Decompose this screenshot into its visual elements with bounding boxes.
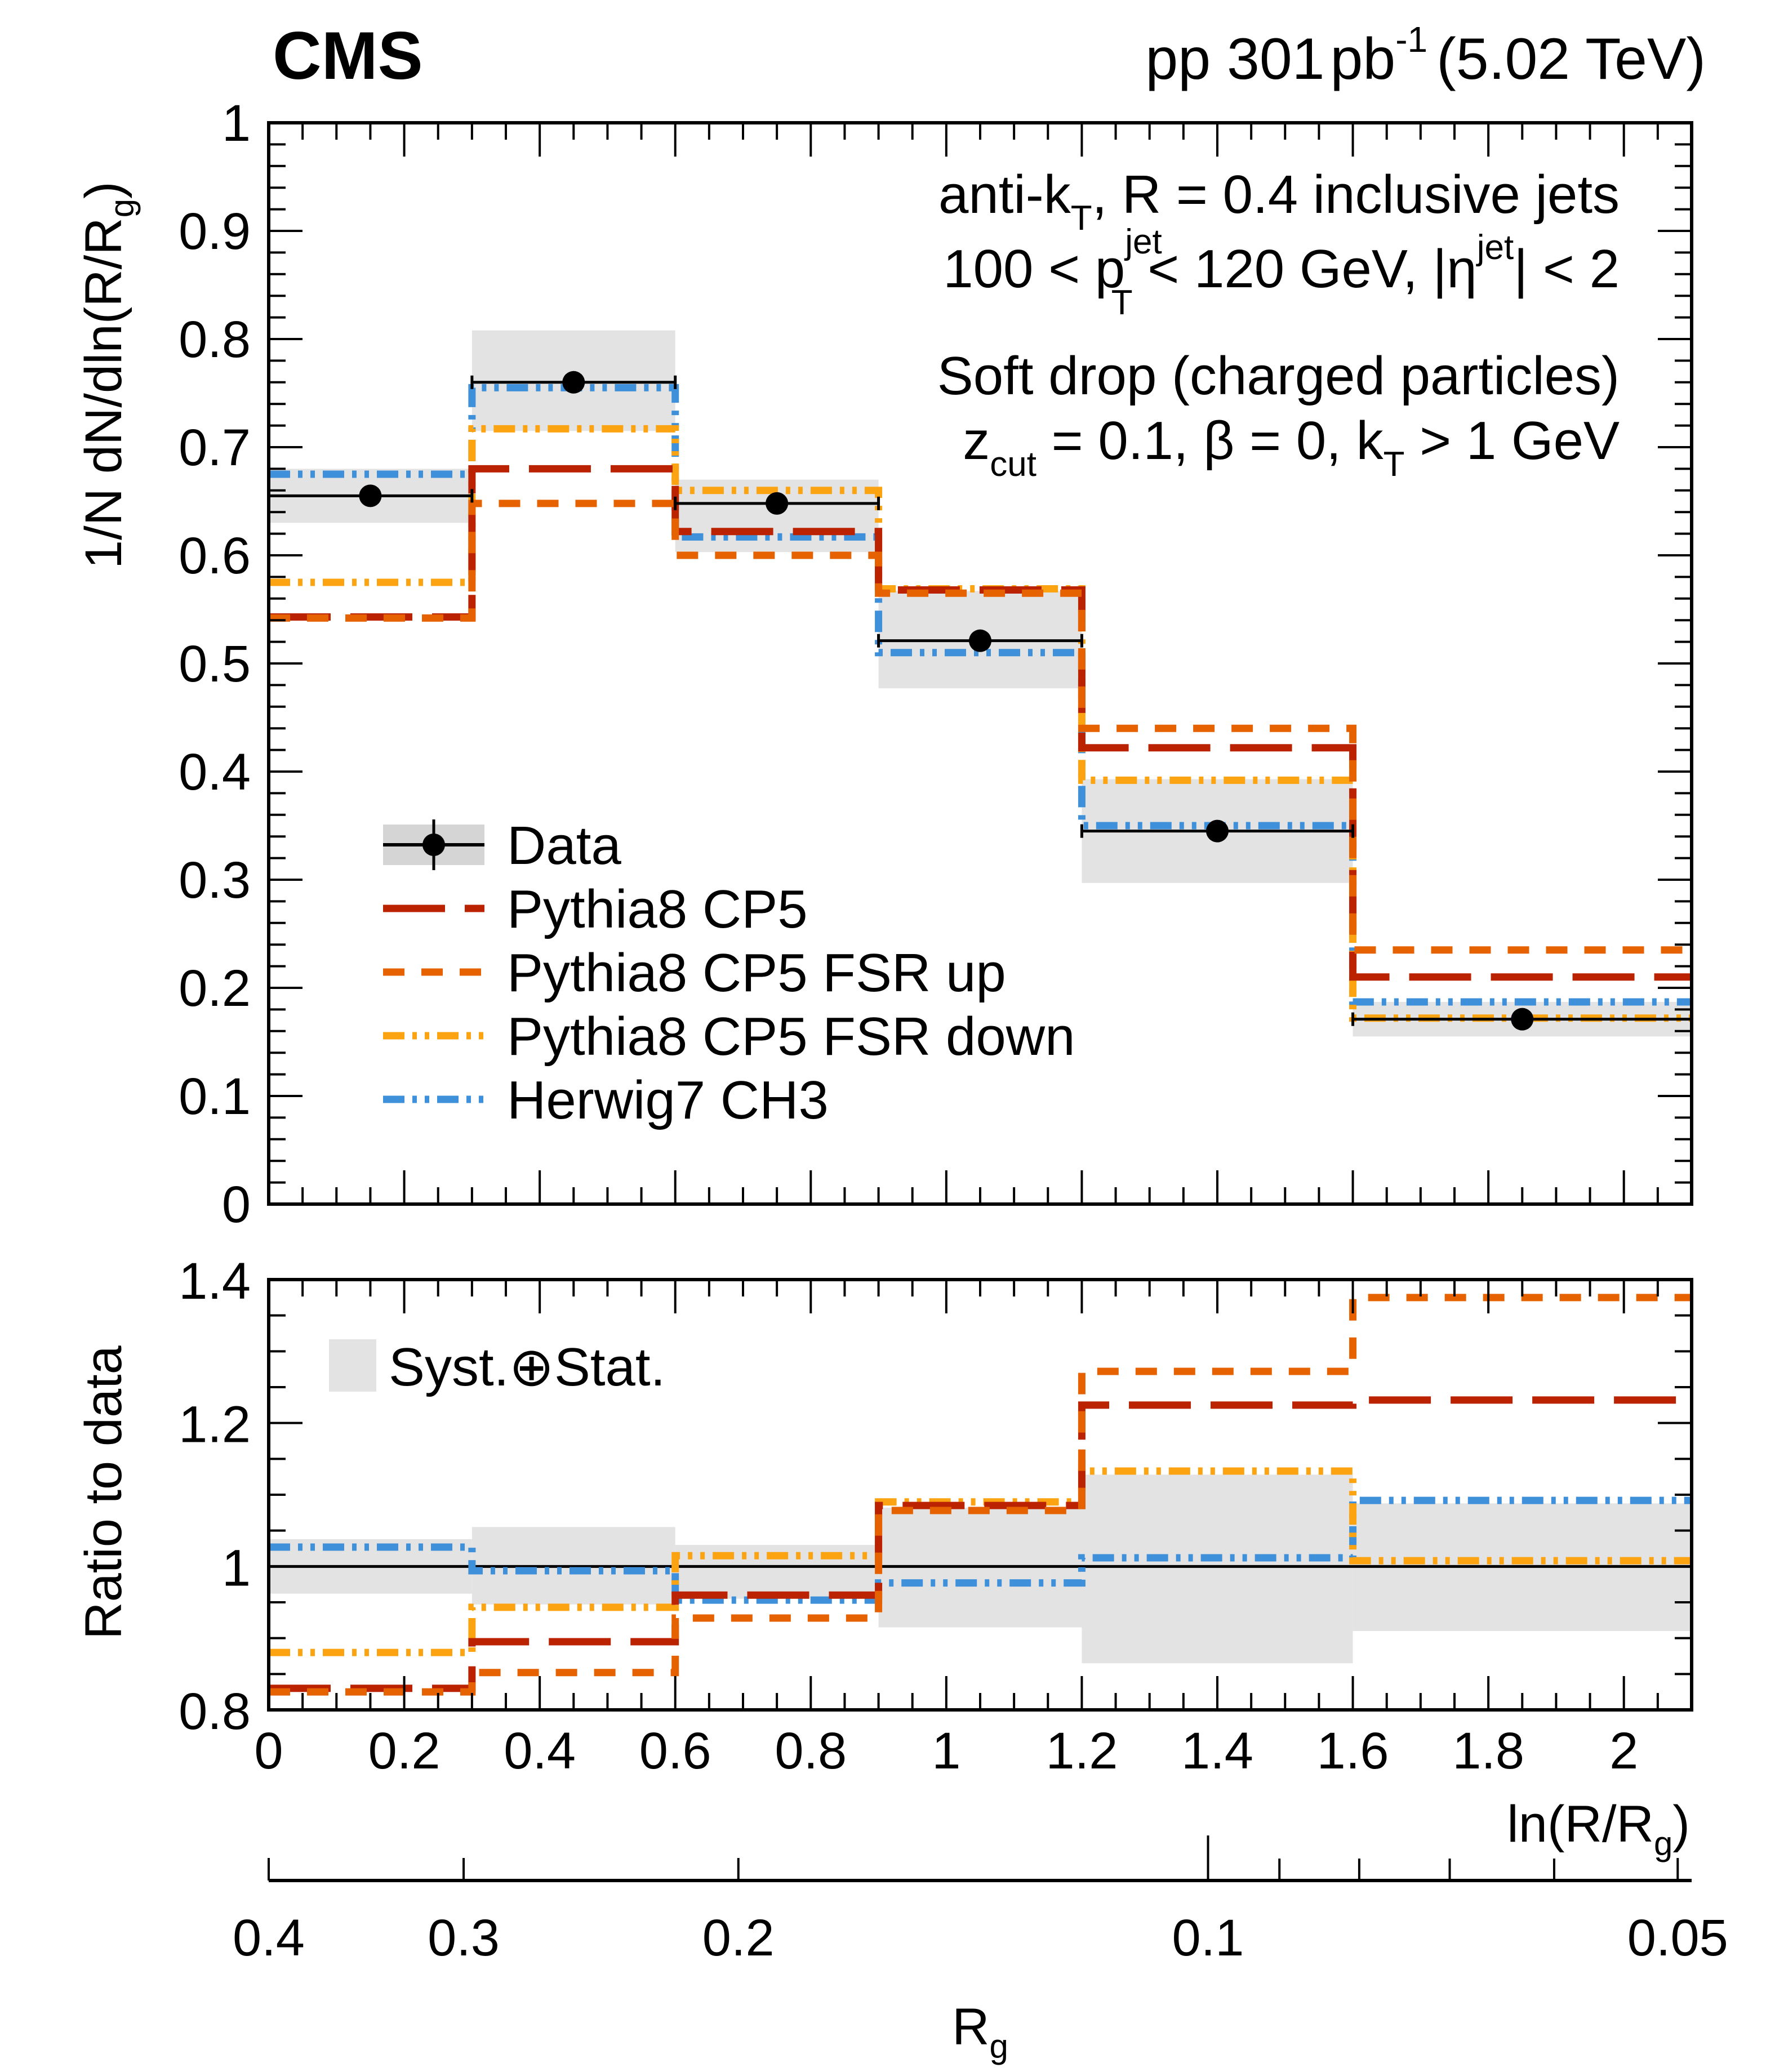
ratio-y-tick-label: 0.8 (179, 1683, 251, 1740)
y-tick-label: 0.1 (179, 1068, 251, 1125)
ratio-axis-ticks (268, 1278, 1693, 1711)
rg-tick-label: 0.3 (428, 1909, 500, 1967)
ratio-x-tick-label: 0 (254, 1722, 283, 1780)
series-fsr_down (269, 425, 1692, 1022)
ratio-x-tick-labels: 0 0.2 0.4 0.6 0.8 1 1.2 1.4 1.6 1.8 2 (254, 1722, 1638, 1780)
annotation-grooming: Soft drop (charged particles) (937, 346, 1620, 406)
main-mc-series (269, 384, 1692, 1022)
series-fsr_up (269, 500, 1692, 954)
lumi-exp: -1 (1395, 19, 1427, 60)
main-y-tick-labels: 0 0.1 0.2 0.3 0.4 0.5 0.6 0.7 0.8 0.9 1 (179, 95, 251, 1233)
y-tick-label: 0.9 (179, 203, 251, 260)
main-y-axis-label: 1/N dN/dln(R/Rg) (75, 181, 141, 569)
data-point (766, 492, 789, 515)
legend-data-marker (422, 834, 445, 856)
ratio-series-herwig (269, 1496, 1692, 1604)
ratio-x-axis-label: ln(R/Rg) (1507, 1795, 1690, 1862)
main-axis-ticks (268, 122, 1693, 1205)
ratio-x-tick-label: 1.4 (1181, 1722, 1253, 1780)
y-tick-label: 0.7 (179, 419, 251, 476)
series-pythia_cp5 (269, 465, 1692, 981)
y-tick-label: 0.3 (179, 852, 251, 909)
legend-label: Pythia8 CP5 FSR up (507, 943, 1006, 1003)
legend-label: Herwig7 CH3 (507, 1070, 829, 1130)
y-tick-label: 1 (222, 95, 251, 152)
rg-tick-label: 0.2 (702, 1909, 775, 1967)
lumi-unit: pb (1331, 26, 1396, 92)
annotation-kinematics: 100 < pjet T < 120 GeV, |ηjet| < 2 (943, 222, 1620, 322)
ratio-y-axis-label: Ratio to data (75, 1345, 132, 1639)
ratio-y-tick-label: 1.4 (179, 1253, 251, 1310)
ratio-y-tick-labels: 0.8 1 1.2 1.4 (179, 1253, 251, 1740)
legend-label: Pythia8 CP5 FSR down (507, 1006, 1075, 1067)
data-point (562, 371, 585, 394)
annotation-sd-params: zcut = 0.1, β = 0, kT > 1 GeV (963, 411, 1620, 484)
data-point (359, 484, 382, 507)
ratio-x-tick-label: 0.8 (775, 1722, 847, 1780)
energy: (5.02 TeV) (1436, 26, 1706, 92)
ratio-x-tick-label: 1.8 (1452, 1722, 1524, 1780)
ratio-x-tick-label: 2 (1609, 1722, 1638, 1780)
data-point (969, 629, 991, 652)
y-tick-label: 0.4 (179, 743, 251, 801)
data-point (1511, 1008, 1534, 1031)
y-tick-label: 0.2 (179, 960, 251, 1017)
legend-label: Data (507, 816, 621, 876)
ratio-x-tick-label: 0.2 (368, 1722, 441, 1780)
ratio-syst-band (1082, 1474, 1353, 1664)
ratio-x-tick-label: 0.4 (504, 1722, 576, 1780)
ratio-x-tick-label: 1.2 (1046, 1722, 1118, 1780)
rg-axis-label: Rg (952, 1998, 1008, 2065)
ratio-x-tick-label: 0.6 (639, 1722, 711, 1780)
y-tick-label: 0 (222, 1176, 251, 1233)
rg-tick-label: 0.4 (233, 1909, 305, 1967)
ratio-series-pythia_cp5 (269, 1396, 1692, 1692)
ratio-x-tick-label: 1 (932, 1722, 960, 1780)
band-legend-swatch (329, 1339, 376, 1392)
experiment-label: CMS (273, 18, 423, 93)
rg-axis-ticks: 0.4 0.3 0.2 0.1 0.05 (233, 1835, 1728, 1967)
rg-tick-label: 0.1 (1172, 1909, 1244, 1967)
ratio-x-tick-label: 1.6 (1317, 1722, 1389, 1780)
ratio-y-tick-label: 1 (222, 1539, 251, 1597)
y-tick-label: 0.5 (179, 635, 251, 693)
lumi-label: pp 301pb-1 (5.02 TeV) (1145, 19, 1706, 92)
y-tick-label: 0.8 (179, 311, 251, 368)
lumi-prefix: pp 301 (1145, 26, 1324, 92)
legend-label: Pythia8 CP5 (507, 879, 808, 939)
ratio-mc-series (269, 1294, 1692, 1696)
data-point (1206, 819, 1229, 843)
rg-tick-label: 0.05 (1627, 1909, 1728, 1967)
y-tick-label: 0.6 (179, 527, 251, 585)
main-data-points (267, 371, 1693, 1031)
ratio-series-fsr_up (269, 1294, 1692, 1696)
band-legend-label: Syst.⊕Stat. (389, 1337, 665, 1397)
selection-annotations: anti-kT, R = 0.4 inclusive jets 100 < pj… (937, 164, 1620, 484)
annotation-jet-algo: anti-kT, R = 0.4 inclusive jets (938, 164, 1620, 238)
ratio-y-tick-label: 1.2 (179, 1396, 251, 1454)
